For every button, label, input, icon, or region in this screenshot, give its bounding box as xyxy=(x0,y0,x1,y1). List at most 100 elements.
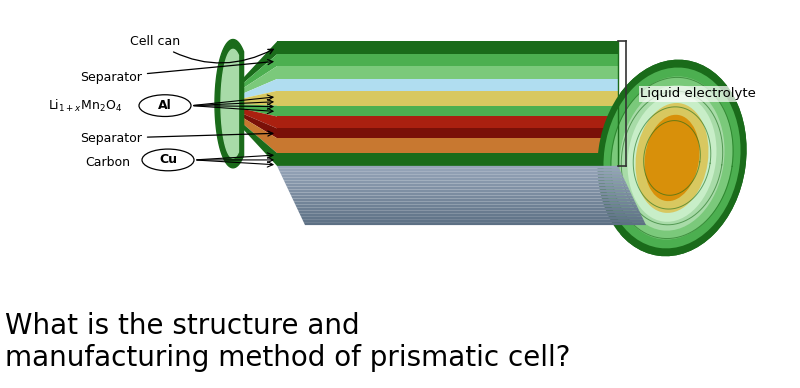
Polygon shape xyxy=(215,166,646,225)
Polygon shape xyxy=(218,283,602,301)
Polygon shape xyxy=(282,175,624,178)
Ellipse shape xyxy=(603,68,741,248)
Polygon shape xyxy=(290,192,632,196)
Polygon shape xyxy=(223,79,277,103)
Ellipse shape xyxy=(139,95,191,116)
Ellipse shape xyxy=(627,94,717,222)
Polygon shape xyxy=(286,184,628,187)
Polygon shape xyxy=(222,181,626,184)
Text: Carbon: Carbon xyxy=(85,156,130,170)
Bar xyxy=(215,138,618,153)
Polygon shape xyxy=(277,166,619,169)
Bar xyxy=(277,106,618,116)
Polygon shape xyxy=(287,187,630,190)
Bar xyxy=(0,0,277,230)
Polygon shape xyxy=(278,169,621,172)
Bar xyxy=(277,91,618,106)
Polygon shape xyxy=(301,216,643,219)
Text: 3–4.1 W: 3–4.1 W xyxy=(354,262,404,275)
Text: Cell can: Cell can xyxy=(130,35,274,63)
Text: Liquid electrolyte: Liquid electrolyte xyxy=(640,87,756,100)
Polygon shape xyxy=(223,42,277,100)
Polygon shape xyxy=(216,169,621,172)
Polygon shape xyxy=(299,213,642,216)
Polygon shape xyxy=(240,219,645,222)
Polygon shape xyxy=(223,107,277,166)
Polygon shape xyxy=(239,216,643,219)
Polygon shape xyxy=(218,231,602,249)
Bar xyxy=(277,138,618,153)
Polygon shape xyxy=(295,204,638,207)
Bar xyxy=(277,79,618,91)
Polygon shape xyxy=(242,222,646,225)
Polygon shape xyxy=(223,105,277,138)
Polygon shape xyxy=(280,172,622,175)
Bar xyxy=(277,153,618,166)
Polygon shape xyxy=(223,42,277,100)
Polygon shape xyxy=(223,104,277,128)
Ellipse shape xyxy=(142,149,194,171)
Ellipse shape xyxy=(598,60,746,256)
Bar xyxy=(215,116,618,128)
Polygon shape xyxy=(229,196,634,198)
Polygon shape xyxy=(580,231,602,301)
Polygon shape xyxy=(223,91,277,106)
Text: Li$_{1+x}$Mn$_2$O$_4$: Li$_{1+x}$Mn$_2$O$_4$ xyxy=(48,98,122,114)
Polygon shape xyxy=(223,54,277,101)
Polygon shape xyxy=(221,49,238,158)
Polygon shape xyxy=(223,104,277,116)
Bar xyxy=(215,106,618,116)
Polygon shape xyxy=(234,204,638,207)
Ellipse shape xyxy=(611,76,733,239)
Polygon shape xyxy=(223,91,277,106)
Polygon shape xyxy=(215,166,619,169)
Polygon shape xyxy=(294,201,636,204)
Circle shape xyxy=(572,257,608,292)
Bar xyxy=(215,66,618,79)
Polygon shape xyxy=(238,213,642,216)
Ellipse shape xyxy=(598,60,746,256)
Bar xyxy=(277,128,618,138)
Polygon shape xyxy=(215,166,646,225)
Text: Separator: Separator xyxy=(80,60,273,83)
Polygon shape xyxy=(234,207,639,210)
Polygon shape xyxy=(226,190,630,192)
Polygon shape xyxy=(223,184,628,187)
Polygon shape xyxy=(223,106,277,153)
Ellipse shape xyxy=(619,85,725,230)
Polygon shape xyxy=(218,172,622,175)
Bar xyxy=(215,91,618,106)
Polygon shape xyxy=(223,66,277,102)
Polygon shape xyxy=(284,181,626,184)
Bar xyxy=(277,54,618,66)
Bar xyxy=(0,0,620,383)
Ellipse shape xyxy=(635,103,709,213)
Polygon shape xyxy=(219,175,624,178)
Polygon shape xyxy=(282,178,625,181)
Polygon shape xyxy=(223,107,277,166)
Ellipse shape xyxy=(635,103,709,213)
Polygon shape xyxy=(215,40,243,168)
Polygon shape xyxy=(227,192,632,196)
Polygon shape xyxy=(223,104,277,128)
Circle shape xyxy=(522,257,558,292)
Polygon shape xyxy=(297,207,639,210)
Polygon shape xyxy=(302,219,645,222)
Text: Cu: Cu xyxy=(159,153,177,166)
Bar xyxy=(277,42,618,54)
Polygon shape xyxy=(298,210,640,213)
Ellipse shape xyxy=(619,85,725,230)
Polygon shape xyxy=(223,54,277,101)
Ellipse shape xyxy=(645,115,699,201)
Polygon shape xyxy=(221,49,238,158)
Polygon shape xyxy=(223,104,277,116)
Ellipse shape xyxy=(611,76,733,239)
Bar xyxy=(277,116,618,128)
Polygon shape xyxy=(291,196,634,198)
Polygon shape xyxy=(223,105,277,138)
Bar xyxy=(215,153,618,166)
Bar xyxy=(215,54,618,66)
Polygon shape xyxy=(232,201,636,204)
Polygon shape xyxy=(225,187,630,190)
Polygon shape xyxy=(236,210,640,213)
